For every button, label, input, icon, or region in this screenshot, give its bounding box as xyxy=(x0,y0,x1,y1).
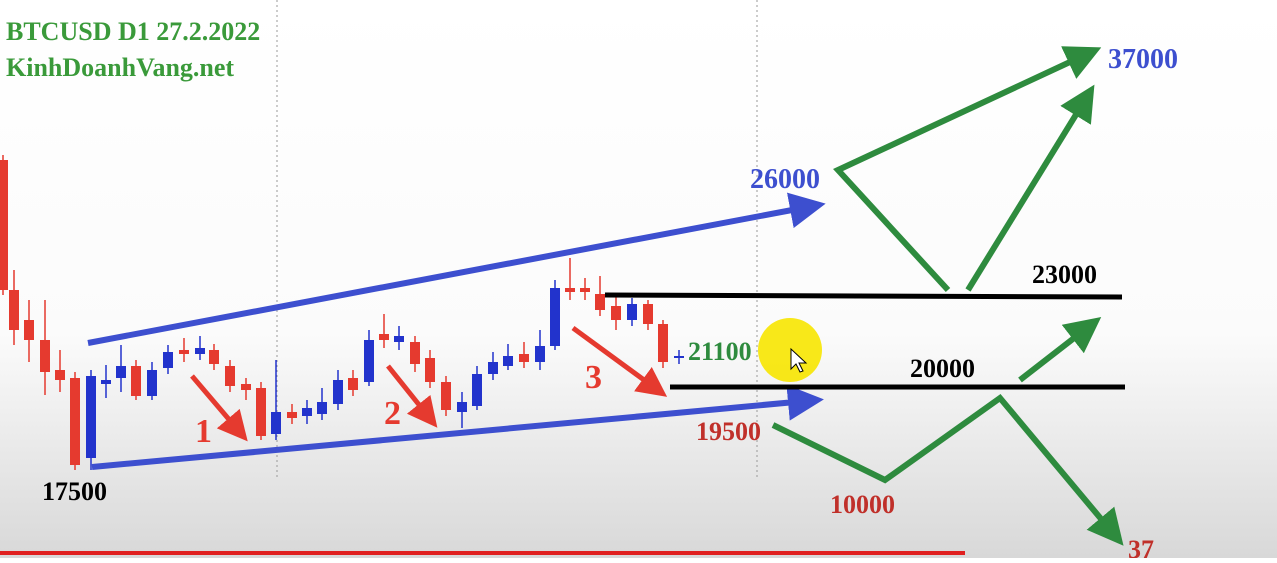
progress-bar[interactable] xyxy=(0,551,965,555)
candle-body xyxy=(195,348,205,354)
level-label: 37000 xyxy=(1108,44,1178,75)
level-label: 10000 xyxy=(830,490,895,519)
candle-body xyxy=(565,288,575,292)
candles xyxy=(0,155,684,470)
candle-body xyxy=(317,402,327,414)
candle-body xyxy=(519,354,529,362)
candle-body xyxy=(611,306,621,320)
candle-body xyxy=(488,362,498,374)
candle-body xyxy=(674,356,684,358)
arrow xyxy=(771,393,1124,546)
candle-body xyxy=(425,358,435,382)
candle-body xyxy=(333,380,343,404)
candle-body xyxy=(394,336,404,342)
level-label: 26000 xyxy=(750,164,820,195)
candle-body xyxy=(535,346,545,362)
arrow xyxy=(386,364,438,428)
candle-body xyxy=(550,288,560,346)
scenario-arrows xyxy=(771,46,1124,546)
candle-body xyxy=(24,320,34,340)
candle-body xyxy=(364,340,374,382)
candle-body xyxy=(348,378,358,390)
level-label: 19500 xyxy=(696,417,761,446)
candle-body xyxy=(101,380,111,384)
candle-body xyxy=(595,294,605,310)
level-label: 20000 xyxy=(910,354,975,383)
candle-body xyxy=(0,160,8,290)
candle-body xyxy=(40,340,50,372)
candle-body xyxy=(658,324,668,362)
trend-arrow xyxy=(91,384,824,470)
wave-label: 3 xyxy=(585,359,602,396)
candle-body xyxy=(55,370,65,380)
wave-label: 2 xyxy=(384,395,401,432)
arrow xyxy=(571,325,668,397)
candle-body xyxy=(163,352,173,368)
candle-body xyxy=(472,374,482,406)
candle-body xyxy=(627,304,637,320)
site: KinhDoanhVang.net xyxy=(6,53,234,82)
candle-body xyxy=(580,288,590,292)
arrow xyxy=(965,84,1095,292)
candle-body xyxy=(457,402,467,412)
candle-body xyxy=(241,384,251,390)
trend-arrow xyxy=(87,192,826,346)
arrow xyxy=(833,46,1102,293)
level-label: 21100 xyxy=(688,337,752,366)
candle-body xyxy=(410,342,420,364)
arrow xyxy=(1018,316,1102,383)
candle-body xyxy=(225,366,235,386)
wave-arrows xyxy=(190,325,668,442)
candle-body xyxy=(503,356,513,366)
candle-body xyxy=(147,370,157,396)
candle-body xyxy=(131,366,141,396)
candle-body xyxy=(441,382,451,410)
cursor-highlight xyxy=(758,318,822,382)
candle-body xyxy=(287,412,297,418)
candle-body xyxy=(116,366,126,378)
level-label: 17500 xyxy=(42,477,107,506)
candle-body xyxy=(643,304,653,324)
title: BTCUSD D1 27.2.2022 xyxy=(6,17,260,46)
level-label: 37 xyxy=(1128,535,1154,558)
wave-label: 1 xyxy=(195,413,212,450)
candle-body xyxy=(179,350,189,354)
arrow xyxy=(190,374,248,442)
candle-body xyxy=(9,290,19,330)
resistance-line xyxy=(604,292,1123,300)
candle-body xyxy=(86,376,96,458)
candle-body xyxy=(379,334,389,340)
candle-body xyxy=(256,388,266,436)
level-label: 23000 xyxy=(1032,260,1097,289)
candle-body xyxy=(70,378,80,465)
candle-body xyxy=(302,408,312,416)
cursor xyxy=(790,347,808,373)
candle-body xyxy=(209,350,219,364)
candle-body xyxy=(271,412,281,434)
